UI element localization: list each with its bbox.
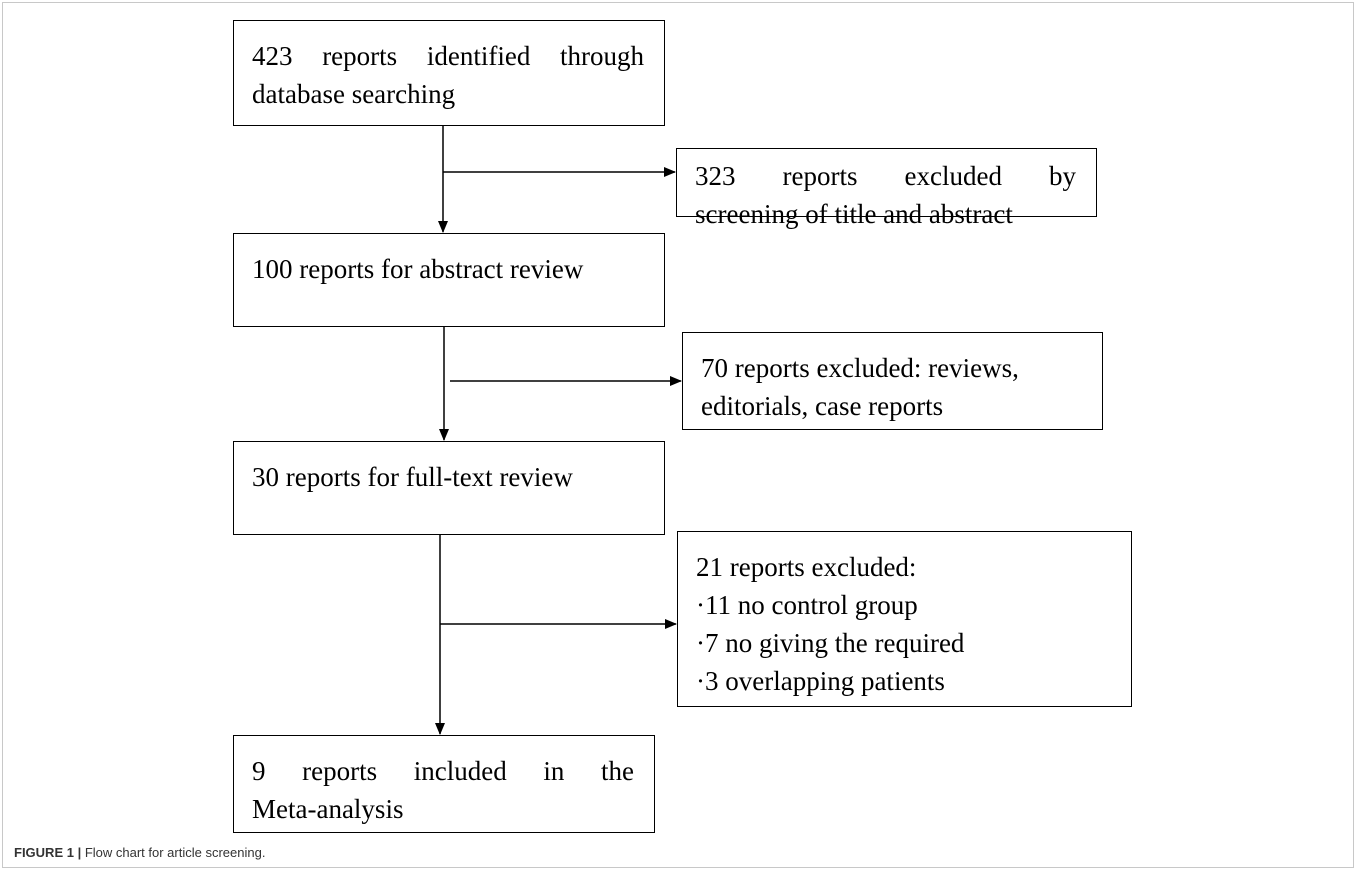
flow-box: 21 reports excluded: ·11 no control group…	[677, 531, 1132, 707]
box-line: 423 reports identified through	[252, 41, 644, 71]
box-line: ·3 overlapping patients	[696, 666, 945, 696]
box-line: editorials, case reports	[701, 391, 944, 421]
flow-box: 9 reports included in the Meta-analysis	[233, 735, 655, 833]
box-line: 100 reports for abstract review	[252, 254, 584, 284]
box-line: 21 reports excluded:	[696, 552, 917, 582]
caption: FIGURE 1 | Flow chart for article screen…	[14, 845, 265, 860]
box-line: ·7 no giving the required	[696, 628, 965, 658]
box-line: 323 reports excluded by	[695, 161, 1076, 191]
flow-box: 323 reports excluded by screening of titl…	[676, 148, 1097, 229]
box-line: database searching	[252, 79, 456, 109]
box-line: 70 reports excluded: reviews,	[701, 353, 1019, 383]
box-line: ·11 no control group	[696, 590, 918, 620]
flow-box: 70 reports excluded: reviews, editorials,…	[682, 332, 1103, 430]
caption-label: FIGURE 1 |	[14, 845, 82, 860]
flow-box: 30 reports for full-text review	[233, 441, 665, 535]
box-line: screening of title and abstract	[695, 199, 1013, 229]
box-line: 9 reports included in the	[252, 756, 634, 786]
box-line: 30 reports for full-text review	[252, 462, 573, 492]
box-line: Meta-analysis	[252, 794, 404, 824]
caption-text: Flow chart for article screening.	[84, 845, 266, 860]
flow-box: 100 reports for abstract review	[233, 233, 665, 327]
flow-box: 423 reports identified through database s…	[233, 20, 665, 126]
